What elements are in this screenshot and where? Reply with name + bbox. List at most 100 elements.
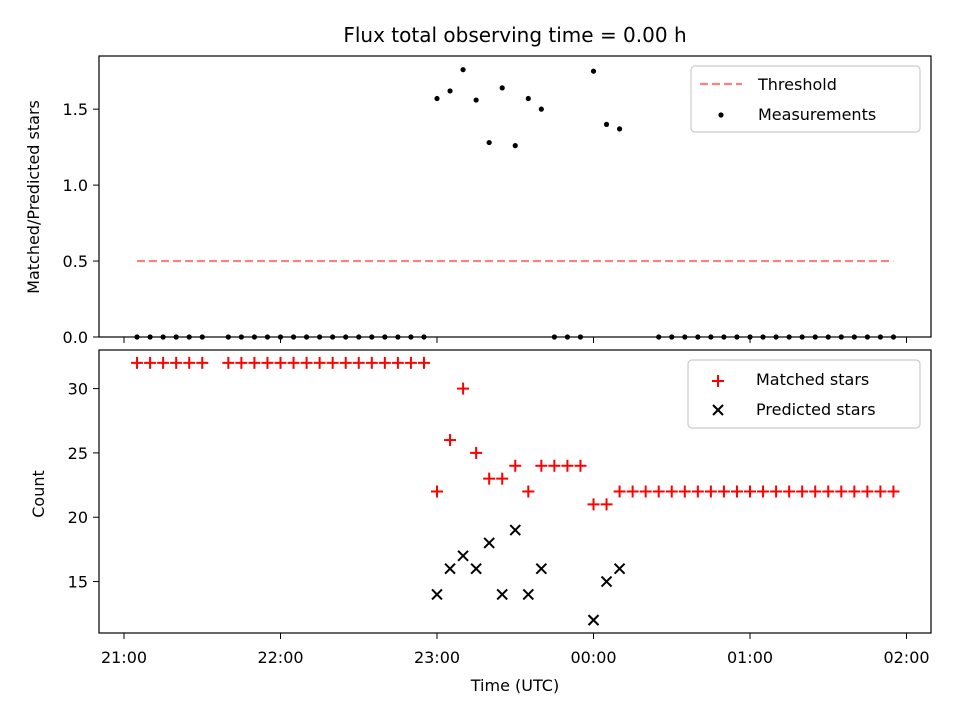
count-points (131, 356, 900, 626)
predicted-star-point (457, 550, 469, 562)
predicted-star-point (600, 575, 613, 588)
measurement-point (590, 68, 597, 74)
matched-star-point (613, 485, 626, 498)
legend-matched-label: Matched stars (756, 370, 869, 389)
matched-star-point (809, 485, 822, 498)
matched-star-point (131, 356, 144, 369)
matched-star-point (730, 485, 743, 498)
matched-star-point (496, 472, 509, 485)
legend-measurements-swatch (718, 112, 724, 118)
measurement-point (603, 121, 610, 127)
measurement-point (434, 95, 440, 102)
matched-star-point (248, 356, 261, 369)
matched-star-point (470, 446, 483, 459)
matched-star-point (835, 485, 848, 498)
measurement-point (447, 88, 453, 94)
x-tick-label: 23:00 (414, 648, 460, 667)
legend-measurements-label: Measurements (758, 105, 876, 124)
matched-star-point (848, 485, 861, 498)
matched-star-point (157, 356, 170, 369)
matched-star-point (548, 459, 561, 472)
matched-star-point (431, 485, 443, 498)
predicted-star-point (483, 537, 495, 549)
matched-star-point (704, 485, 717, 498)
bottom-legend: Matched stars Predicted stars (687, 359, 921, 429)
matched-star-point (822, 485, 835, 498)
matched-star-point (626, 485, 639, 498)
bottom-legend-box (687, 359, 921, 429)
top-y-tick-label: 0.5 (63, 252, 88, 271)
matched-star-point (887, 485, 900, 498)
x-tick-label: 02:00 (883, 648, 929, 667)
top-y-tick-label: 1.0 (63, 176, 88, 195)
measurement-point (538, 106, 544, 112)
matched-star-point (352, 356, 365, 369)
matched-star-point (170, 356, 183, 369)
matched-star-point (339, 356, 352, 369)
matched-star-point (404, 356, 417, 369)
measurement-point (473, 97, 479, 103)
matched-star-point (144, 356, 157, 369)
top-legend-box (690, 65, 921, 133)
bottom-y-tick-label: 30 (68, 380, 88, 399)
predicted-star-point (535, 562, 548, 575)
matched-star-point (691, 485, 704, 498)
matched-star-point (287, 356, 300, 369)
top-y-tick-label: 1.5 (63, 100, 88, 119)
matched-star-point (639, 485, 652, 498)
measurement-point (512, 143, 518, 149)
predicted-star-point (587, 614, 600, 626)
x-tick-label: 22:00 (257, 648, 303, 667)
matched-star-point (587, 498, 600, 511)
matched-star-point (665, 485, 678, 498)
matched-star-point (457, 382, 470, 395)
matched-star-point (313, 356, 326, 369)
top-y-tick-label: 0.0 (63, 328, 88, 347)
matched-star-point (561, 459, 574, 472)
matched-star-point (222, 356, 235, 369)
bottom-x-ticks: 21:00 22:00 23:00 00:00 01:00 02:00 (101, 633, 930, 667)
matched-star-point (196, 356, 209, 369)
matched-star-point (874, 485, 887, 498)
matched-star-point (678, 485, 691, 498)
measurement-point (460, 67, 466, 73)
x-tick-label: 00:00 (570, 648, 616, 667)
chart-title: Flux total observing time = 0.00 h (343, 23, 686, 47)
legend-threshold-label: Threshold (757, 75, 837, 94)
bottom-axes-frame (98, 349, 932, 634)
matched-star-point (796, 485, 809, 498)
matched-star-point (391, 356, 404, 369)
matched-star-point (770, 485, 783, 498)
matched-star-point (574, 459, 587, 472)
top-x-ticks (123, 337, 907, 343)
matched-star-point (861, 485, 874, 498)
matched-star-point (274, 356, 287, 369)
predicted-star-point (444, 562, 456, 575)
x-tick-label: 21:00 (101, 648, 147, 667)
legend-predicted-label: Predicted stars (756, 400, 876, 419)
x-axis-label: Time (UTC) (470, 676, 559, 695)
bottom-y-ticks: 15 20 25 30 (68, 380, 99, 592)
matched-star-point (326, 356, 339, 369)
predicted-star-point (509, 524, 521, 536)
matched-star-point (652, 485, 665, 498)
predicted-star-point (496, 588, 508, 601)
predicted-star-point (431, 588, 443, 601)
top-axes-frame (98, 55, 932, 338)
measurement-point (486, 139, 492, 146)
matched-star-point (183, 356, 196, 369)
legend-predicted-swatch (712, 404, 724, 416)
matched-star-point (300, 356, 313, 369)
matched-star-point (783, 485, 796, 498)
bottom-y-tick-label: 25 (68, 444, 88, 463)
matched-star-point (261, 356, 274, 369)
matched-star-point (417, 356, 430, 369)
matched-star-point (744, 485, 756, 498)
matched-star-point (235, 356, 248, 369)
matched-star-point (365, 356, 378, 369)
matched-star-point (509, 459, 522, 472)
top-y-axis-label: Matched/Predicted stars (24, 100, 43, 294)
bottom-y-axis-label: Count (29, 470, 48, 518)
predicted-star-point (470, 562, 482, 575)
